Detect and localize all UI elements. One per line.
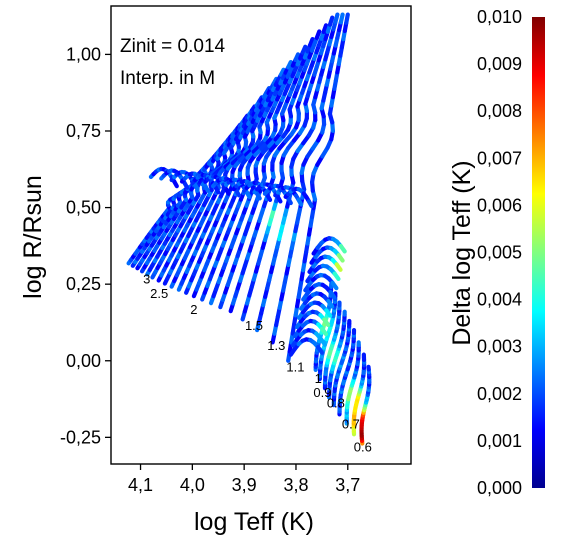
colorbar-tick-label: 0,006: [477, 195, 522, 215]
low-mass-track: [322, 300, 342, 391]
colorbar-label: Delta log Teff (K): [448, 160, 476, 345]
y-tick-label: 0,00: [66, 351, 101, 371]
x-tick-label: 4,0: [180, 475, 205, 495]
colorbar: [532, 17, 545, 488]
hook-segment: [311, 236, 347, 256]
colorbar-tick-label: 0,004: [477, 290, 522, 310]
colorbar-tick-label: 0,001: [477, 431, 522, 451]
evolution-track: [255, 12, 340, 333]
hook-segment: [252, 182, 283, 204]
colorbar-tick-label: 0,005: [477, 243, 522, 263]
low-mass-track: [359, 364, 372, 446]
hook-segment: [305, 263, 341, 284]
colorbar-tick-label: 0,008: [477, 101, 522, 121]
mass-label: 0.6: [354, 440, 372, 455]
annotation-interp: Interp. in M: [120, 68, 215, 89]
low-mass-track: [344, 340, 361, 426]
hook-segment: [307, 254, 343, 275]
mass-label: 2: [190, 302, 197, 317]
low-mass-track: [327, 309, 347, 400]
colorbar-tick-label: 0,003: [477, 337, 522, 357]
x-tick-label: 3,9: [232, 475, 257, 495]
y-tick-label: 0,25: [66, 274, 101, 294]
x-axis: 4,1 4,0 3,9 3,8 3,7: [128, 464, 360, 495]
mass-label: 1.5: [245, 318, 263, 333]
hook-segment: [290, 328, 327, 348]
mass-label: 0.9: [313, 385, 331, 400]
x-tick-label: 3,8: [283, 475, 308, 495]
hook-segment: [292, 318, 329, 339]
y-axis: -0,25 0,00 0,25 0,50 0,75 1,00: [60, 44, 111, 447]
plot-frame: [110, 5, 412, 465]
annotation-zinit: Zinit = 0.014: [120, 36, 226, 57]
evolution-track: [191, 52, 301, 299]
tracks-layer: [126, 12, 372, 446]
y-tick-label: 1,00: [66, 44, 101, 64]
hook-segment: [303, 272, 339, 293]
evolution-track: [200, 44, 308, 302]
mass-label: 2.5: [150, 286, 168, 301]
mass-label: 1.3: [267, 338, 285, 353]
mass-label: 3: [143, 272, 150, 287]
y-tick-label: 0,75: [66, 121, 101, 141]
hook-segment: [301, 282, 337, 302]
evolution-track: [176, 67, 286, 292]
x-tick-label: 4,1: [128, 475, 153, 495]
mass-label: 1.1: [286, 359, 304, 374]
colorbar-tick-label: 0,009: [477, 54, 522, 74]
colorbar-tick-label: 0,000: [477, 478, 522, 498]
y-axis-label: log R/Rsun: [19, 175, 47, 299]
hook-segment: [309, 245, 345, 265]
evolution-track: [208, 36, 315, 306]
colorbar-tick-label: 0,010: [477, 7, 522, 27]
hook-segment: [299, 291, 335, 311]
x-axis-label: log Teff (K): [194, 508, 314, 536]
mass-label: 0.8: [327, 396, 345, 411]
colorbar-tick-label: 0,007: [477, 148, 522, 168]
colorbar-ticks: 0,000 0,001 0,002 0,003 0,004 0,005 0,006 0,007…: [477, 7, 522, 498]
low-mass-track: [337, 328, 357, 417]
hook-segment: [288, 337, 324, 357]
y-tick-label: -0,25: [60, 427, 101, 447]
mass-labels: 32.5 2 1.5 1.31.1 10.90.8 0.7 0.6: [143, 272, 372, 455]
colorbar-tick-label: 0,002: [477, 384, 522, 404]
hook-segment: [283, 186, 314, 209]
y-tick-label: 0,50: [66, 198, 101, 218]
evolution-track: [184, 59, 293, 295]
low-mass-track: [351, 352, 367, 437]
hook-segment: [296, 300, 333, 320]
mass-label: 0.7: [342, 416, 360, 431]
mass-label: 1: [315, 371, 322, 386]
low-mass-track: [331, 318, 352, 408]
x-tick-label: 3,7: [335, 475, 360, 495]
hook-segment: [294, 309, 331, 330]
